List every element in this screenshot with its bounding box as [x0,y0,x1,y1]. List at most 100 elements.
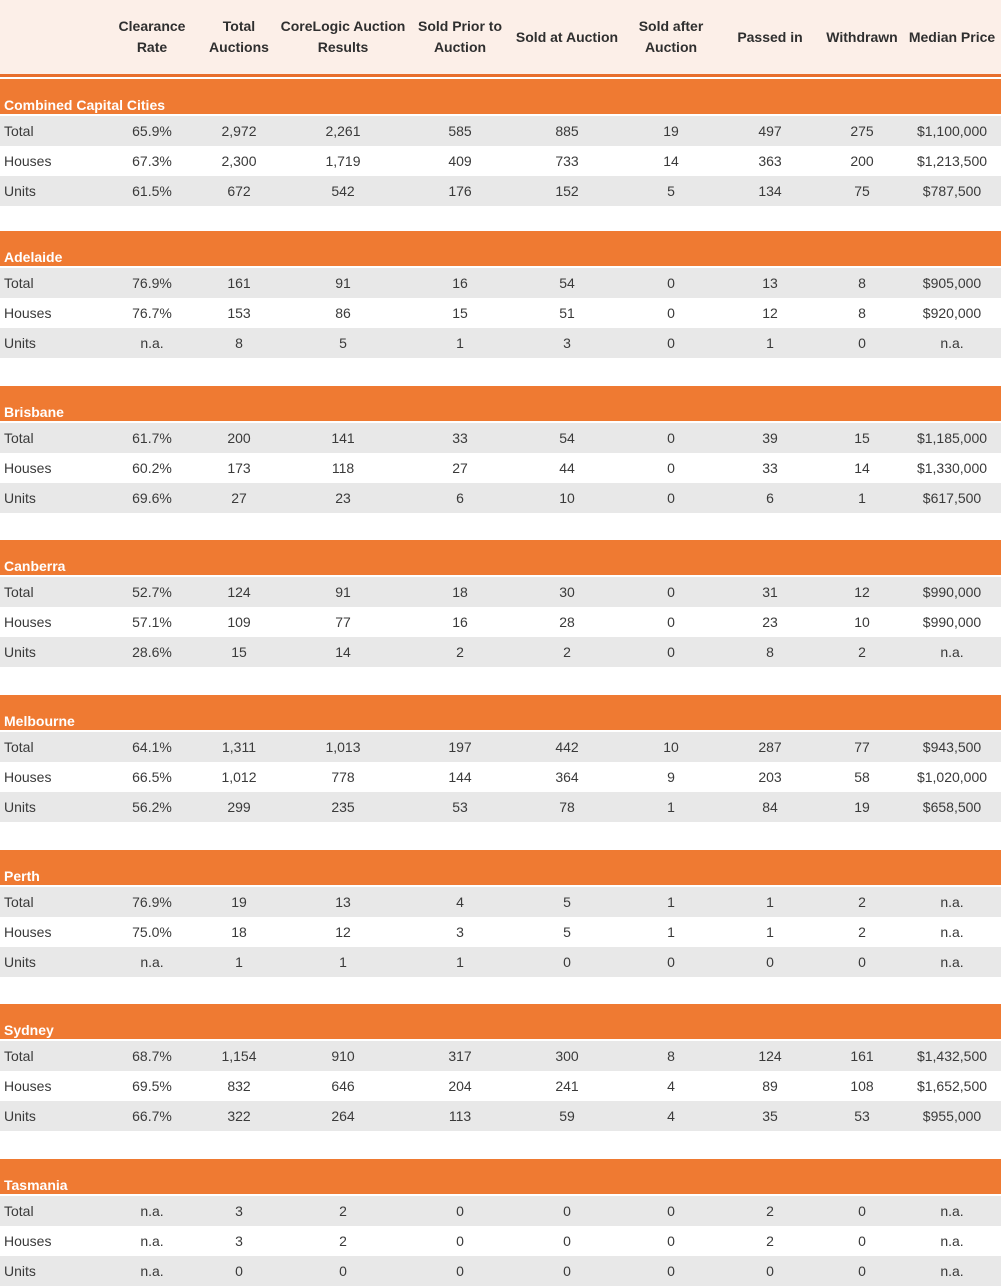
row-label: Total [4,275,34,291]
row-label: Houses [4,153,52,169]
table-cell: 585 [448,123,472,139]
table-cell: 364 [555,769,579,785]
table-cell: 0 [667,954,675,970]
table-cell: 10 [663,739,679,755]
table-row: Houses 76.7% 153 86 15 51 0 12 8 $920,000 [0,298,1001,328]
row-label: Total [4,894,34,910]
table-row: Total n.a. 3 2 0 0 0 2 0 n.a. [0,1196,1001,1226]
column-header: Sold Prior to Auction [418,18,502,55]
table-cell: $955,000 [922,1108,982,1124]
city-section: Adelaide Total 76.9% 161 91 16 54 0 13 8 $905,000 H… [0,231,1001,358]
table-cell: 13 [335,894,351,910]
table-cell: 113 [448,1108,472,1124]
table-cell: $1,020,000 [916,769,988,785]
table-cell: 1,013 [325,739,361,755]
table-cell: 152 [555,183,579,199]
table-cell: 3 [235,1203,243,1219]
row-label: Units [4,335,36,351]
section-title: Tasmania [4,1177,68,1193]
table-cell: n.a. [940,1233,964,1249]
table-cell: 646 [331,1078,355,1094]
table-cell: 67.3% [132,153,172,169]
table-cell: n.a. [140,1263,164,1279]
city-section: Tasmania Total n.a. 3 2 0 0 0 2 0 n.a. Houses n.a. 3 2… [0,1159,1001,1286]
table-cell: $1,100,000 [916,123,988,139]
table-cell: $990,000 [922,584,982,600]
table-row: Total 52.7% 124 91 18 30 0 31 12 $990,000 [0,577,1001,607]
table-cell: 2,972 [221,123,257,139]
table-cell: 0 [667,1263,675,1279]
table-cell: 1,154 [221,1048,257,1064]
table-cell: 8 [667,1048,675,1064]
table-row: Total 76.9% 19 13 4 5 1 1 2 n.a. [0,887,1001,917]
table-cell: 23 [335,490,351,506]
table-row: Total 76.9% 161 91 16 54 0 13 8 $905,000 [0,268,1001,298]
section-header: Adelaide [0,231,1001,268]
table-cell: 5 [563,894,571,910]
table-cell: 75.0% [132,924,172,940]
table-cell: 15 [854,430,870,446]
table-cell: $787,500 [922,183,982,199]
table-cell: 69.6% [132,490,172,506]
table-cell: 264 [331,1108,355,1124]
table-cell: 0 [766,954,774,970]
table-cell: 54 [559,430,575,446]
table-cell: 497 [758,123,782,139]
table-cell: 1 [667,799,675,815]
table-cell: 2 [339,1233,347,1249]
table-cell: 66.5% [132,769,172,785]
table-cell: 0 [456,1203,464,1219]
row-label: Total [4,584,34,600]
table-cell: 0 [667,430,675,446]
table-cell: 1 [858,490,866,506]
table-cell: 14 [663,153,679,169]
table-cell: 235 [331,799,355,815]
table-cell: 3 [563,335,571,351]
table-cell: 1 [456,335,464,351]
table-cell: 65.9% [132,123,172,139]
table-cell: 124 [758,1048,782,1064]
table-cell: 23 [762,614,778,630]
table-cell: 58 [854,769,870,785]
row-label: Total [4,1048,34,1064]
table-row: Units n.a. 0 0 0 0 0 0 0 n.a. [0,1256,1001,1286]
row-label: Houses [4,1078,52,1094]
table-cell: 8 [235,335,243,351]
table-cell: 1,311 [222,739,256,755]
table-cell: 16 [452,275,468,291]
table-cell: 86 [335,305,351,321]
table-cell: 76.7% [132,305,172,321]
table-row: Houses 75.0% 18 12 3 5 1 1 2 n.a. [0,917,1001,947]
row-label: Houses [4,614,52,630]
table-cell: 2 [766,1203,774,1219]
table-cell: n.a. [940,894,964,910]
row-label: Total [4,739,34,755]
table-cell: 672 [227,183,251,199]
table-header: Clearance Rate Total Auctions CoreLogic Au… [0,0,1001,77]
table-cell: $943,500 [922,739,982,755]
city-section: Combined Capital Cities Total 65.9% 2,972 2,… [0,79,1001,206]
table-cell: 0 [563,1203,571,1219]
row-label: Total [4,430,34,446]
table-cell: 0 [667,305,675,321]
table-cell: n.a. [940,924,964,940]
table-cell: 10 [854,614,870,630]
section-header: Tasmania [0,1159,1001,1196]
table-cell: 0 [667,460,675,476]
table-cell: 203 [758,769,782,785]
row-label: Houses [4,924,52,940]
table-row: Units 69.6% 27 23 6 10 0 6 1 $617,500 [0,483,1001,513]
table-cell: 0 [456,1263,464,1279]
table-cell: 0 [667,335,675,351]
table-cell: 33 [762,460,778,476]
table-cell: 197 [448,739,472,755]
table-cell: 8 [858,275,866,291]
table-cell: 77 [854,739,870,755]
table-cell: 4 [667,1078,675,1094]
table-cell: n.a. [940,335,964,351]
column-header: Withdrawn [826,28,898,45]
table-cell: 1 [766,894,774,910]
table-cell: 1 [235,954,243,970]
table-cell: n.a. [940,1263,964,1279]
section-title: Sydney [4,1022,54,1038]
